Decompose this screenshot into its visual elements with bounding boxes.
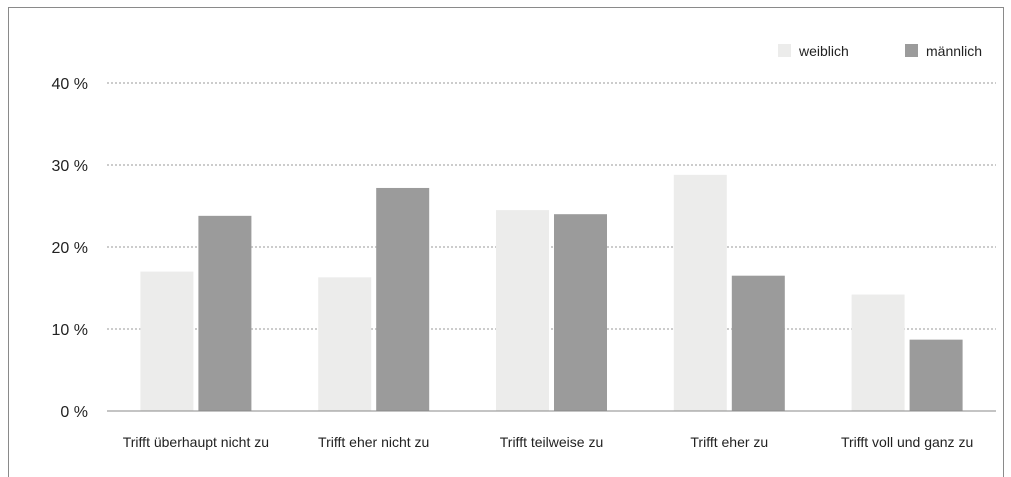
- bar-weiblich: [496, 210, 549, 411]
- y-tick-label: 10 %: [52, 322, 88, 339]
- legend-label: männlich: [926, 43, 982, 59]
- x-category-label: Trifft teilweise zu: [500, 434, 603, 450]
- y-tick-label: 30 %: [52, 158, 88, 175]
- legend-label: weiblich: [798, 43, 849, 59]
- legend-swatch: [778, 44, 791, 57]
- x-category-label: Trifft überhaupt nicht zu: [123, 434, 269, 450]
- bar-weiblich: [140, 271, 194, 411]
- bar-weiblich: [318, 277, 372, 411]
- bar-maennlich: [198, 215, 252, 411]
- x-category-label: Trifft eher zu: [690, 434, 768, 450]
- y-tick-label: 0 %: [60, 404, 88, 421]
- x-category-label: Trifft voll und ganz zu: [841, 434, 973, 450]
- y-tick-label: 20 %: [52, 240, 88, 257]
- y-tick-label: 40 %: [52, 76, 88, 93]
- bar-maennlich: [909, 339, 963, 411]
- bar-maennlich: [554, 214, 607, 411]
- y-axis: 0 % 10 % 20 % 30 % 40 %: [52, 76, 88, 421]
- legend: weiblich männlich: [778, 43, 982, 59]
- x-category-label: Trifft eher nicht zu: [318, 434, 429, 450]
- bar-weiblich: [673, 174, 727, 411]
- bars: [140, 174, 963, 411]
- bar-maennlich: [376, 187, 430, 411]
- x-axis: Trifft überhaupt nicht zu Trifft eher nic…: [123, 434, 974, 450]
- bar-weiblich: [851, 294, 905, 411]
- legend-swatch: [905, 44, 918, 57]
- gridlines: [107, 82, 996, 330]
- bar-maennlich: [731, 275, 785, 411]
